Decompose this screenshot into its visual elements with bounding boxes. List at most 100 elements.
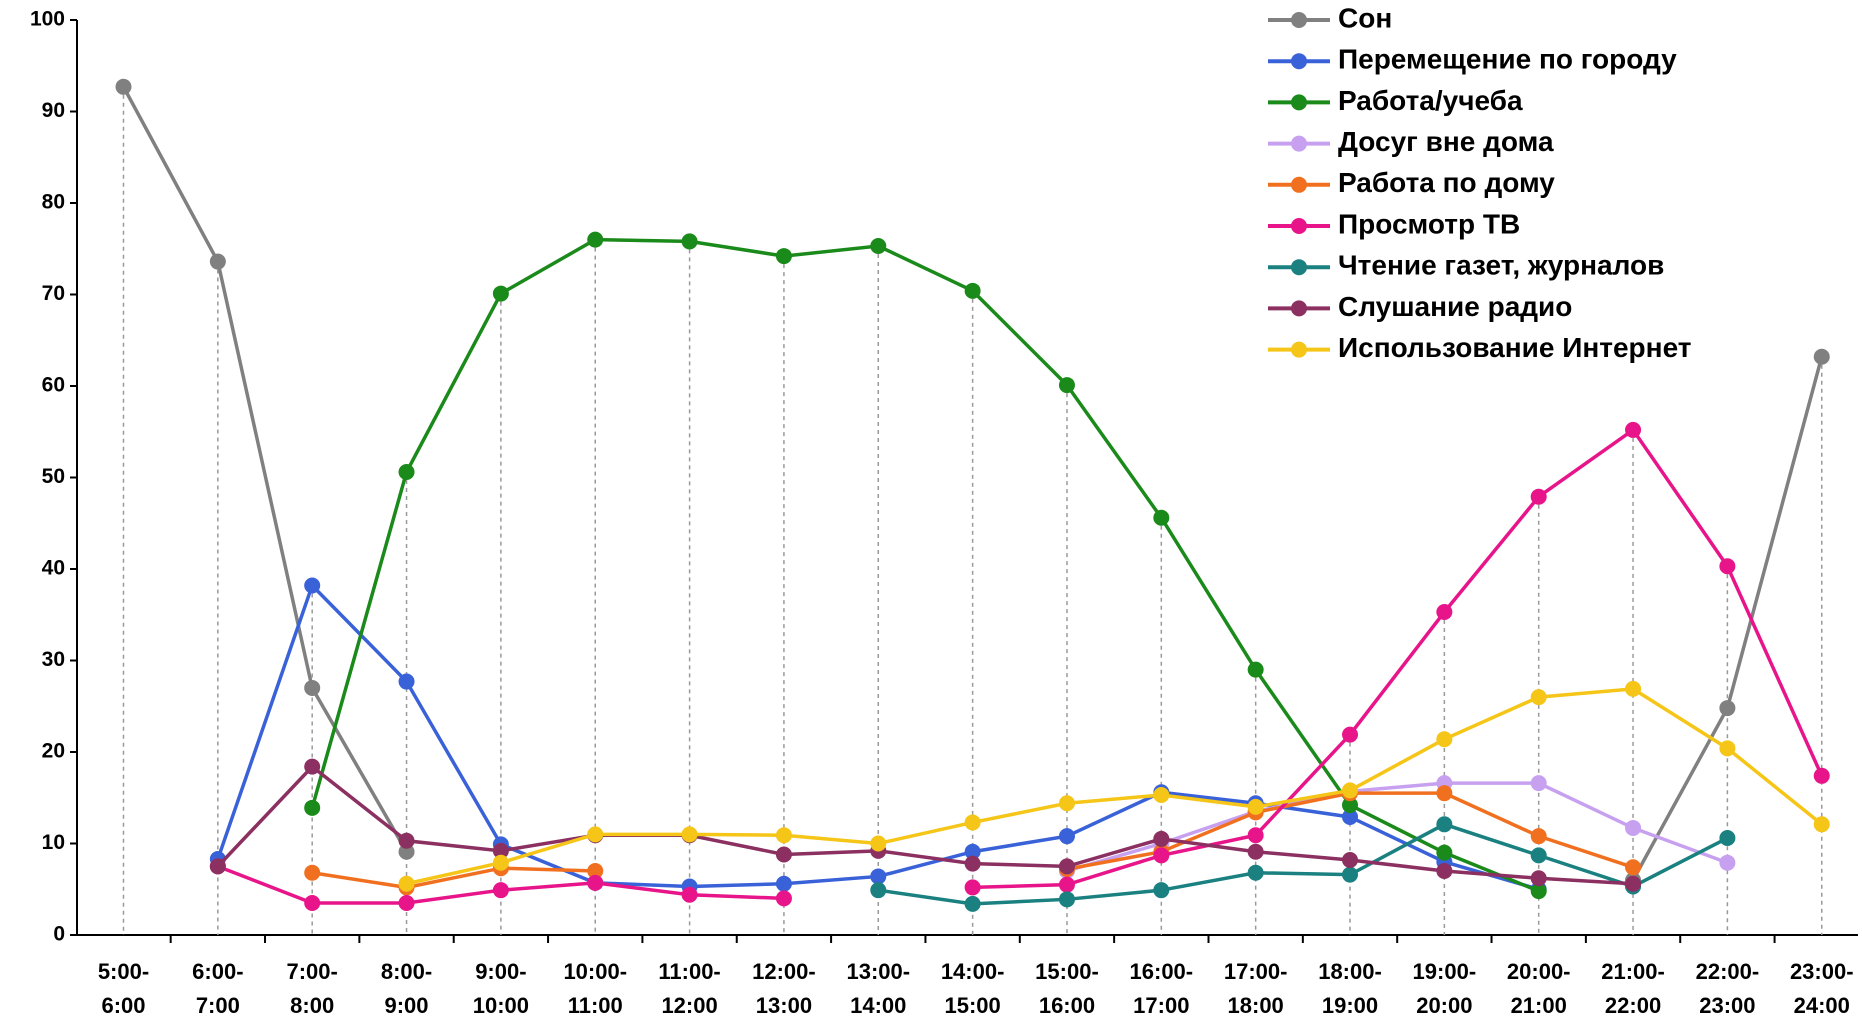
data-point [1530,883,1547,900]
data-point [1247,864,1264,881]
x-tick-label: 21:00-22:00 [1601,959,1665,1018]
data-point [1058,891,1075,908]
data-point [115,78,132,95]
series-line [878,822,1729,906]
series-line [406,687,1823,886]
data-point [1625,421,1642,438]
data-point [398,894,415,911]
data-point [1153,847,1170,864]
data-point [775,890,792,907]
data-point [1247,843,1264,860]
data-point [775,248,792,265]
series-line [310,237,1540,893]
legend-marker [1291,135,1307,152]
data-point [492,285,509,302]
legend-label: Сон [1338,2,1392,33]
data-point [681,826,698,843]
data-point [870,882,887,899]
x-tick-label: 16:00-17:00 [1129,959,1194,1018]
data-point [1625,680,1642,697]
x-tick-label: 6:00-7:00 [192,959,244,1018]
data-point [304,679,321,696]
x-tick-label: 11:00-12:00 [658,959,721,1018]
data-point [398,843,415,860]
x-tick-label: 12:00-13:00 [752,959,816,1018]
data-point [1058,858,1075,875]
x-tick-label: 13:00-14:00 [846,959,911,1018]
data-point [1719,854,1736,871]
data-point [1436,844,1453,861]
data-point [1153,830,1170,847]
y-tick-label: 40 [42,557,65,580]
data-point [1530,870,1547,887]
data-point [1342,782,1359,799]
data-point [1342,808,1359,825]
series-line [121,85,409,853]
x-tick-label: 9:00-10:00 [472,959,530,1018]
legend-marker [1291,176,1307,193]
data-point [587,862,604,879]
legend-label: Слушание радио [1338,291,1572,322]
series-line [1066,781,1729,873]
data-point [1625,875,1642,892]
data-point [492,854,509,871]
y-tick-label: 100 [30,8,65,31]
y-tick-label: 60 [42,374,65,397]
data-point [304,799,321,816]
y-tick-label: 30 [42,648,65,671]
data-point [587,826,604,843]
x-tick-label: 15:00-16:00 [1035,959,1099,1018]
data-point [1813,348,1830,365]
y-tick-label: 70 [42,282,65,305]
data-point [398,875,415,892]
x-tick-label: 18:00-19:00 [1318,959,1382,1018]
data-point [1530,828,1547,845]
legend-marker [1291,218,1307,234]
data-point [1436,862,1453,879]
legend-marker [1291,259,1307,276]
data-point [398,832,415,849]
data-point [964,855,981,872]
data-point [1719,558,1736,575]
data-point [1436,731,1453,748]
legend-marker [1291,341,1307,358]
legend-label: Чтение газет, журналов [1338,250,1664,281]
data-point [1813,767,1830,784]
data-point [1247,798,1264,815]
data-point [775,846,792,863]
data-point [964,814,981,831]
x-tick-label: 19:00-20:00 [1412,959,1477,1018]
data-point [1247,661,1264,678]
data-point [492,842,509,859]
legend-label: Досуг вне дома [1338,126,1554,157]
data-point [964,895,981,912]
data-point [1530,689,1547,706]
legend-marker [1291,300,1307,317]
data-point [1625,859,1642,876]
data-point [1436,785,1453,802]
data-point [1530,488,1547,505]
data-point [587,231,604,248]
data-point [1342,866,1359,883]
data-point [587,874,604,891]
data-point [1530,847,1547,864]
data-point [1625,819,1642,836]
x-tick-label: 17:00-18:00 [1223,959,1288,1018]
y-tick-label: 50 [42,465,65,488]
data-point [209,858,226,875]
x-tick-label: 14:00-15:00 [940,959,1005,1018]
data-point [209,253,226,270]
data-point [1153,882,1170,899]
x-tick-label: 10:00-11:00 [563,959,628,1018]
data-point [1719,830,1736,847]
data-point [1436,604,1453,621]
legend-label: Работа по дому [1338,167,1555,198]
data-point [398,464,415,481]
series-line [972,427,1824,890]
data-point [398,673,415,690]
data-point [1058,795,1075,812]
data-point [1719,700,1736,717]
legend-marker [1291,12,1307,28]
legend-marker [1291,53,1307,70]
